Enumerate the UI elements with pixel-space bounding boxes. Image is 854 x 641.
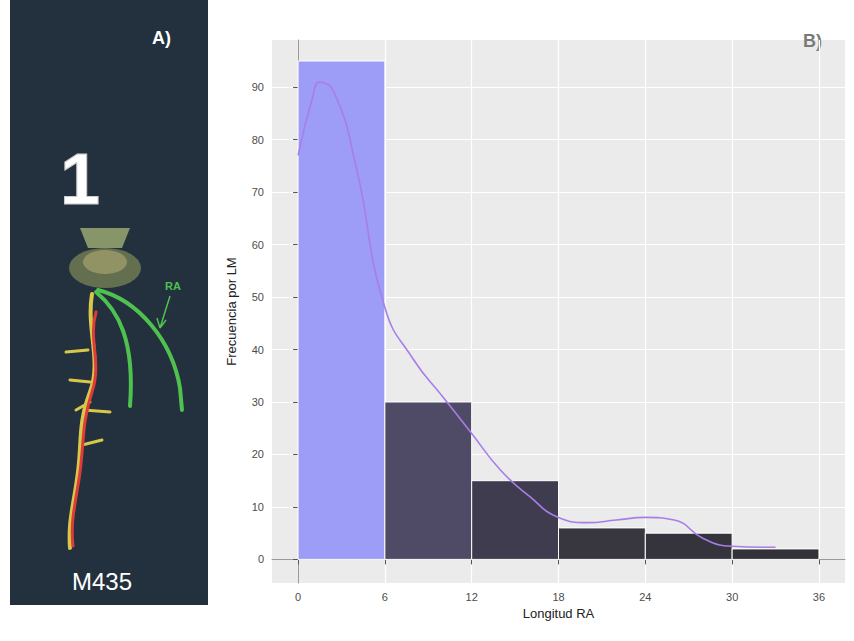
svg-text:Longitud RA: Longitud RA	[523, 606, 595, 621]
svg-text:30: 30	[726, 591, 738, 603]
svg-text:RA: RA	[165, 280, 181, 292]
svg-text:0: 0	[295, 591, 301, 603]
svg-text:90: 90	[252, 81, 264, 93]
svg-text:80: 80	[252, 134, 264, 146]
svg-text:18: 18	[552, 591, 564, 603]
svg-text:6: 6	[382, 591, 388, 603]
svg-text:Frecuencia por LM: Frecuencia por LM	[224, 257, 239, 365]
svg-text:12: 12	[466, 591, 478, 603]
svg-text:A): A)	[152, 28, 171, 48]
svg-text:1: 1	[60, 139, 100, 219]
svg-text:24: 24	[639, 591, 651, 603]
svg-text:40: 40	[252, 344, 264, 356]
svg-text:0: 0	[258, 553, 264, 565]
svg-text:50: 50	[252, 291, 264, 303]
svg-text:20: 20	[252, 448, 264, 460]
svg-text:B): B)	[803, 31, 822, 51]
svg-text:30: 30	[252, 396, 264, 408]
svg-text:36: 36	[813, 591, 825, 603]
svg-text:70: 70	[252, 186, 264, 198]
svg-text:60: 60	[252, 239, 264, 251]
svg-text:M435: M435	[72, 568, 132, 595]
svg-text:10: 10	[252, 501, 264, 513]
